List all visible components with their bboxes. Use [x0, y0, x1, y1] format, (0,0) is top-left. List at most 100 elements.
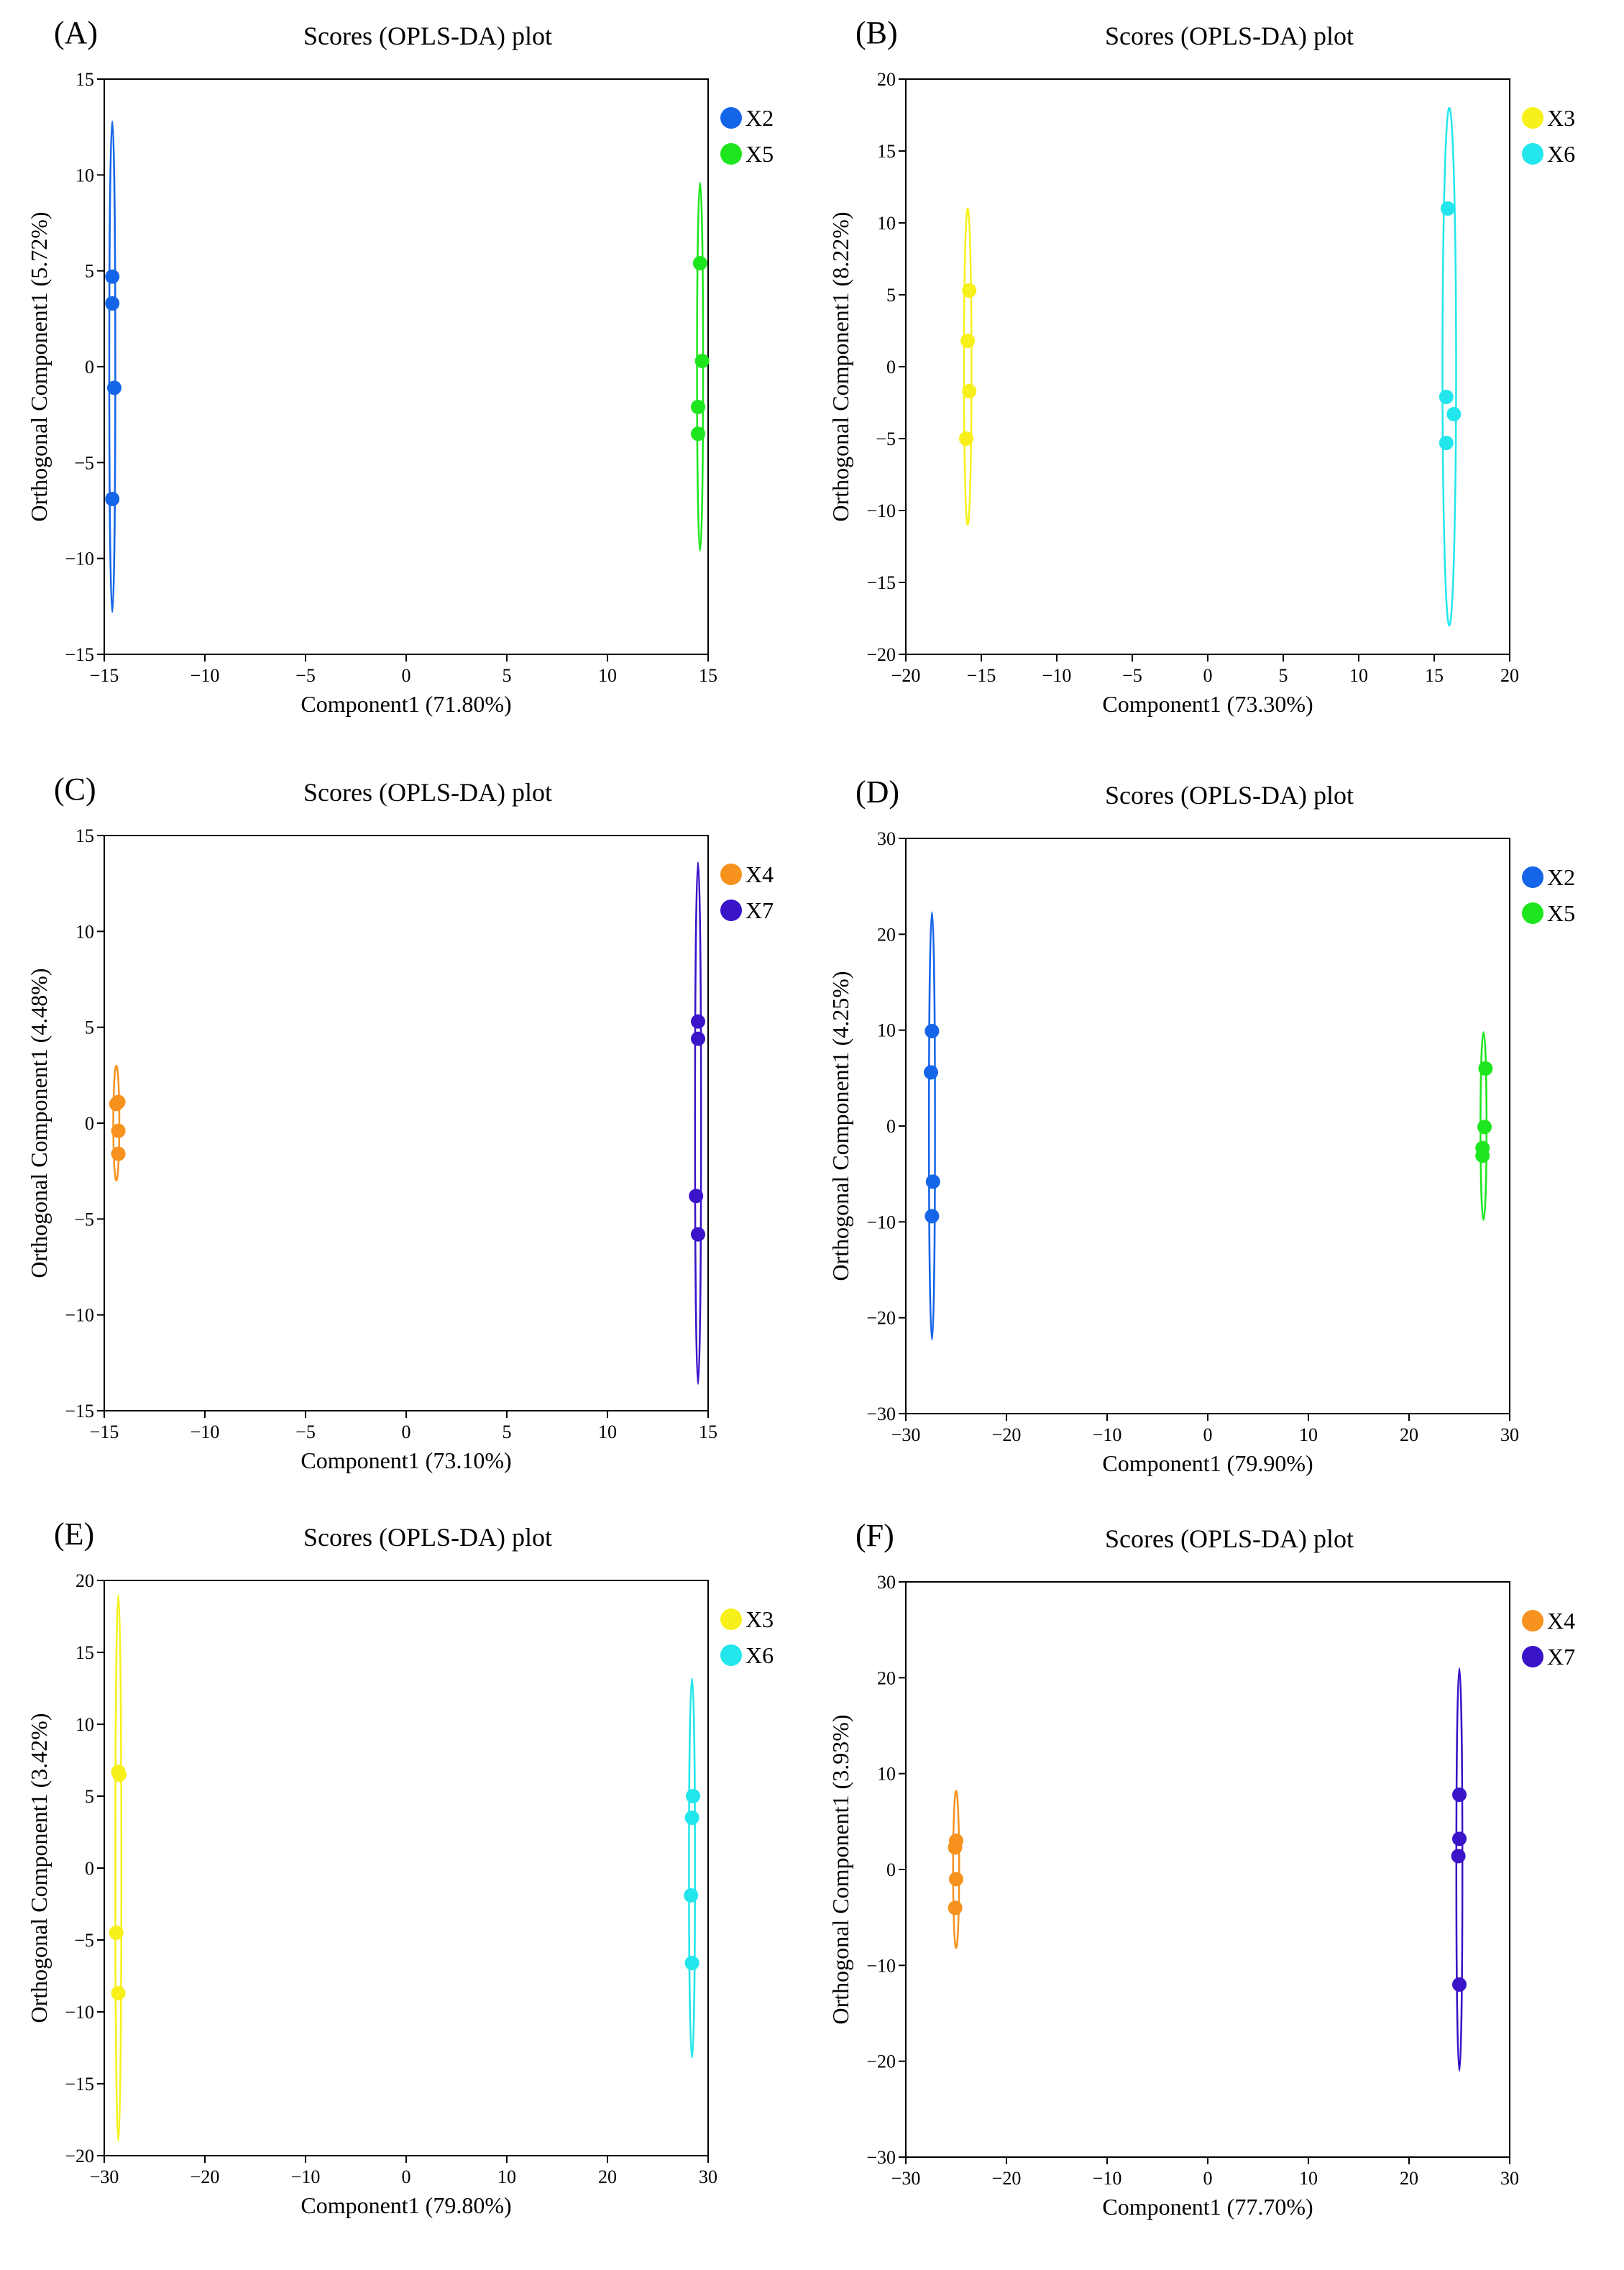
data-point-x7 [689, 1189, 704, 1204]
data-point-x2 [925, 1209, 940, 1224]
x-axis-label: Component1 (79.80%) [301, 2192, 511, 2218]
x-tick-label: 20 [1500, 665, 1519, 686]
x-tick-label: 30 [699, 2166, 717, 2187]
data-point-x5 [694, 354, 710, 368]
legend-label: X4 [746, 861, 774, 887]
legend-label: X3 [746, 1606, 774, 1632]
legend-label: X5 [1547, 900, 1575, 926]
y-tick-label: 10 [75, 165, 94, 186]
y-tick-label: −20 [866, 644, 896, 665]
x-axis-label: Component1 (73.10%) [301, 1447, 511, 1473]
data-point-x6 [1439, 390, 1454, 404]
x-axis-label: Component1 (79.90%) [1102, 1450, 1313, 1476]
x-tick-label: 15 [699, 665, 717, 686]
chart-panel-b: (B) Scores (OPLS-DA) plot −20 −15 −10 −5 0 5 10 1… [827, 15, 1575, 717]
y-tick-label: −20 [866, 1308, 896, 1329]
x-tick-label: −10 [291, 2166, 321, 2187]
x-tick-label: 0 [1203, 665, 1213, 686]
x-axis-label: Component1 (71.80%) [301, 691, 511, 717]
plot-area-frame [104, 835, 709, 1411]
y-tick-label: −30 [866, 2147, 896, 2168]
data-point-x2 [105, 492, 120, 506]
y-axis-label: Orthogonal Component1 (4.25%) [827, 971, 853, 1281]
confidence-ellipse-x6 [1441, 106, 1457, 627]
data-point-x6 [684, 1888, 699, 1903]
data-point-x3 [112, 1767, 127, 1782]
y-tick-label: 10 [75, 921, 94, 942]
y-axis-label: Orthogonal Component1 (3.42%) [26, 1713, 52, 2023]
y-tick-label: −15 [866, 572, 896, 593]
legend-label: X2 [746, 105, 774, 131]
data-point-x7 [691, 1227, 705, 1242]
y-tick-label: −15 [65, 644, 94, 665]
y-tick-label: 0 [85, 357, 94, 377]
data-point-x4 [948, 1900, 963, 1916]
y-tick-label: −10 [866, 1212, 896, 1232]
data-point-x2 [105, 296, 120, 311]
x-tick-label: 10 [598, 665, 617, 686]
y-tick-label: 20 [877, 69, 896, 90]
y-tick-label: −5 [74, 452, 94, 473]
chart-title: Scores (OPLS-DA) plot [1105, 1524, 1354, 1553]
data-point-x6 [686, 1789, 700, 1803]
y-tick-label: −10 [65, 2002, 94, 2023]
data-point-x5 [692, 256, 707, 270]
y-tick-label: 0 [85, 1113, 94, 1134]
x-tick-label: −20 [191, 2166, 220, 2187]
y-tick-label: 5 [85, 1786, 94, 1807]
data-point-x7 [1452, 1977, 1467, 1992]
data-point-x7 [1451, 1849, 1466, 1864]
data-point-x3 [109, 1926, 124, 1940]
x-tick-label: 20 [1400, 2168, 1418, 2189]
x-tick-label: 10 [497, 2166, 516, 2187]
legend-marker-x6 [720, 1644, 742, 1666]
y-tick-label: −10 [866, 1955, 896, 1976]
chart-panel-d: (D) Scores (OPLS-DA) plot −30 −20 −10 0 10 20 30… [827, 774, 1575, 1476]
x-tick-label: −30 [891, 2168, 921, 2189]
panel-label: (C) [54, 772, 96, 807]
x-tick-label: −10 [1093, 2168, 1122, 2189]
data-point-x2 [925, 1174, 940, 1189]
y-tick-label: 5 [886, 285, 896, 306]
legend-label: X3 [1547, 105, 1575, 131]
y-tick-label: 20 [877, 924, 896, 945]
x-tick-label: 5 [503, 665, 512, 686]
x-tick-label: 20 [598, 2166, 617, 2187]
x-tick-label: −10 [191, 665, 220, 686]
x-tick-label: −20 [992, 2168, 1022, 2189]
x-tick-label: 0 [402, 665, 411, 686]
x-tick-label: 30 [1500, 2168, 1519, 2189]
legend-marker-x2 [1522, 866, 1543, 888]
confidence-ellipse-x2 [108, 120, 116, 613]
chart-title: Scores (OPLS-DA) plot [303, 778, 552, 807]
plot-area-frame [104, 78, 709, 655]
plot-area-frame [905, 78, 1510, 655]
data-point-x5 [1478, 1061, 1493, 1076]
chart-title: Scores (OPLS-DA) plot [303, 22, 552, 50]
legend-label: X6 [1547, 141, 1575, 167]
y-tick-label: 10 [877, 1020, 896, 1041]
data-point-x7 [691, 1014, 705, 1029]
y-tick-label: −20 [866, 2051, 896, 2072]
data-point-x2 [925, 1024, 940, 1038]
x-tick-label: −15 [90, 1422, 119, 1442]
y-tick-label: 10 [877, 1764, 896, 1785]
y-tick-label: 5 [85, 1017, 94, 1038]
y-tick-label: 15 [877, 141, 896, 162]
y-tick-label: 5 [85, 261, 94, 282]
data-point-x6 [1439, 436, 1454, 450]
chart-panel-e: (E) Scores (OPLS-DA) plot−30 −20 −10 0 10 20 30… [26, 1516, 774, 2218]
legend-marker-x7 [1522, 1646, 1543, 1667]
x-tick-label: −30 [90, 2166, 119, 2187]
x-tick-label: −15 [90, 665, 119, 686]
x-tick-label: −10 [1093, 1424, 1122, 1445]
data-point-x5 [691, 400, 705, 414]
y-tick-label: 15 [75, 825, 94, 846]
confidence-ellipse-x7 [694, 861, 702, 1385]
x-tick-label: 0 [402, 2166, 411, 2187]
y-tick-label: 30 [877, 828, 896, 849]
y-tick-label: −15 [65, 2074, 94, 2095]
data-point-x7 [691, 1031, 705, 1046]
x-tick-label: 0 [1203, 1424, 1213, 1445]
x-tick-label: −15 [967, 665, 996, 686]
